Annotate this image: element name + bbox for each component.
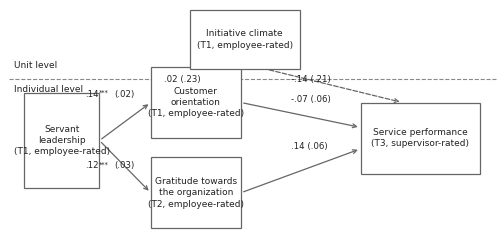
Text: Gratitude towards
the organization
(T2, employee-rated): Gratitude towards the organization (T2, … (148, 177, 244, 209)
Text: .12: .12 (85, 161, 98, 170)
Text: Servant
leadership
(T1, employee-rated): Servant leadership (T1, employee-rated) (14, 125, 110, 156)
Text: .14 (.06): .14 (.06) (292, 142, 328, 151)
Text: Unit level: Unit level (14, 61, 58, 70)
FancyBboxPatch shape (24, 93, 100, 188)
FancyBboxPatch shape (360, 103, 480, 174)
FancyBboxPatch shape (190, 10, 300, 69)
FancyBboxPatch shape (150, 157, 241, 228)
Text: Initiative climate
(T1, employee-rated): Initiative climate (T1, employee-rated) (196, 29, 292, 50)
Text: Individual level: Individual level (14, 85, 83, 94)
Text: ***: *** (99, 161, 108, 167)
Text: (.02): (.02) (114, 90, 134, 99)
Text: .02 (.23): .02 (.23) (164, 75, 201, 84)
Text: ***: *** (99, 90, 108, 96)
Text: -.14 (.21): -.14 (.21) (292, 75, 331, 84)
Text: -.07 (.06): -.07 (.06) (292, 95, 331, 104)
Text: .14: .14 (85, 90, 98, 99)
Text: (.03): (.03) (114, 161, 134, 170)
Text: Service performance
(T3, supervisor-rated): Service performance (T3, supervisor-rate… (372, 128, 470, 148)
Text: Customer
orientation
(T1, employee-rated): Customer orientation (T1, employee-rated… (148, 87, 244, 118)
FancyBboxPatch shape (150, 67, 241, 138)
